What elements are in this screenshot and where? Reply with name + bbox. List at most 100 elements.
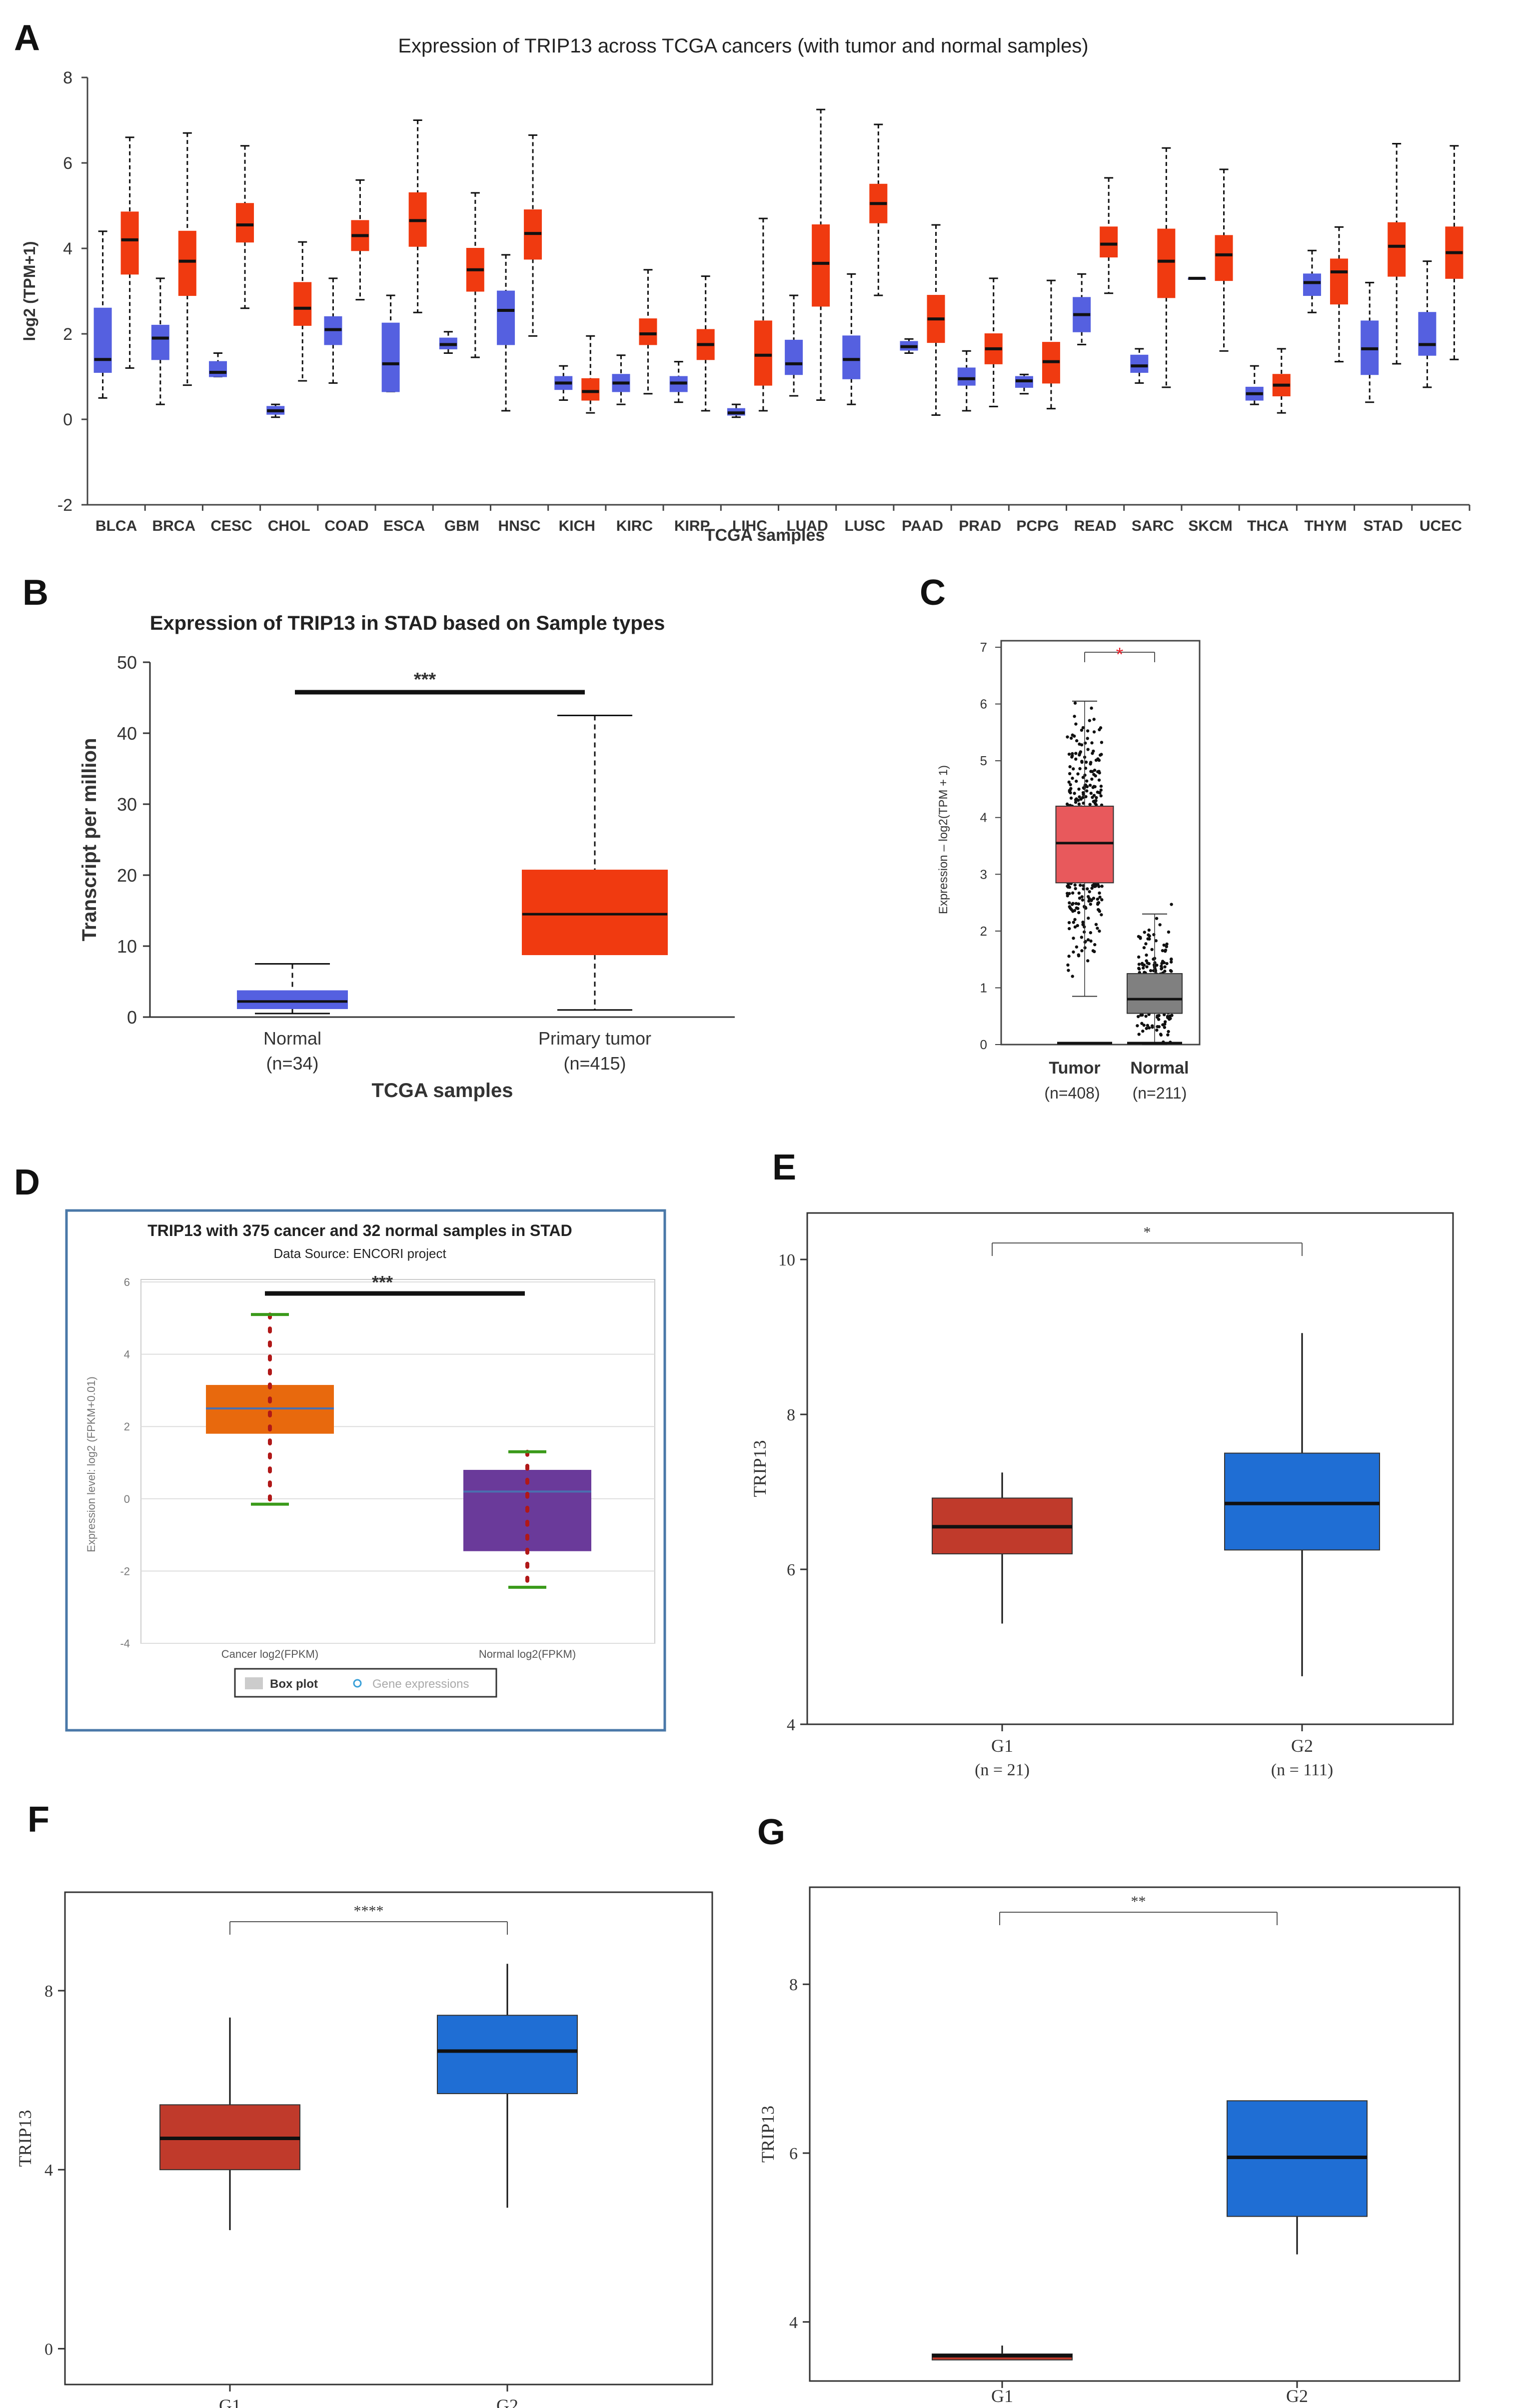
jitter-point <box>1140 1022 1144 1025</box>
jitter-point <box>1074 887 1077 891</box>
y-tick-label: 2 <box>980 924 987 939</box>
jitter-point <box>1095 796 1098 800</box>
box-normal-thym-box <box>1303 273 1321 296</box>
jitter-point <box>1145 959 1148 963</box>
jitter-point <box>1081 920 1085 924</box>
jitter-point <box>1093 943 1097 947</box>
y-tick-label: 6 <box>787 1561 795 1579</box>
jitter-point <box>1150 948 1154 951</box>
jitter-point <box>1085 779 1089 783</box>
x-tick-label: LUAD <box>786 518 828 534</box>
jitter-point <box>1072 950 1075 954</box>
jitter-point <box>1092 785 1096 788</box>
y-tick-label: 8 <box>44 1982 53 2001</box>
x-tick-label: UCEC <box>1420 518 1462 534</box>
jitter-point <box>1075 779 1078 783</box>
chart-title: TRIP13 with 375 cancer and 32 normal sam… <box>147 1221 572 1239</box>
jitter-point <box>1080 728 1084 732</box>
jitter-point <box>1096 897 1100 901</box>
jitter-point <box>1099 794 1103 798</box>
jitter-point <box>1100 741 1104 744</box>
box-tumor-stad-box <box>1388 222 1406 277</box>
jitter-point <box>1086 959 1090 963</box>
box-tumor-blca-box <box>120 211 139 275</box>
x-tick-label: PAAD <box>902 518 943 534</box>
jitter-point <box>1144 1015 1148 1018</box>
jitter-point <box>1074 722 1078 726</box>
sample-count: (n=408) <box>1044 1084 1100 1102</box>
y-tick-label: 20 <box>117 865 137 886</box>
jitter-point <box>1073 925 1077 929</box>
jitter-point <box>1160 967 1163 971</box>
jitter-point <box>1090 706 1093 710</box>
significance-label: * <box>1116 644 1124 665</box>
jitter-point <box>1067 921 1071 925</box>
jitter-point <box>1082 884 1085 888</box>
box-tumor-skcm-box <box>1215 235 1233 281</box>
x-tick-label: Tumor <box>1049 1059 1100 1078</box>
jitter-point <box>1096 757 1100 761</box>
y-tick-label: 2 <box>63 325 72 344</box>
panel-label-f: F <box>27 1800 49 1840</box>
jitter-point <box>1096 790 1100 794</box>
jitter-point <box>1077 911 1081 915</box>
panel-label-a: A <box>14 18 40 58</box>
chart-subtitle: Data Source: ENCORI project <box>273 1246 446 1261</box>
x-tick-label: PRAD <box>959 518 1001 534</box>
y-tick-label: 7 <box>980 640 987 655</box>
jitter-point <box>1094 774 1097 778</box>
jitter-point <box>1100 913 1103 917</box>
jitter-point <box>1077 891 1081 895</box>
jitter-point <box>1137 955 1141 959</box>
jitter-point <box>1091 884 1095 887</box>
y-axis-label: TRIP13 <box>750 1440 770 1497</box>
x-tick-label: BRCA <box>152 518 195 534</box>
y-tick-label: 4 <box>44 2161 53 2180</box>
jitter-point <box>1069 783 1072 787</box>
panel-label-e: E <box>772 1148 796 1188</box>
jitter-point <box>1096 901 1100 905</box>
x-tick-label: Normal <box>1130 1059 1189 1078</box>
box-normal-brca-box <box>151 324 169 360</box>
jitter-point <box>1170 958 1173 961</box>
jitter-point <box>1081 726 1085 730</box>
x-tick-label: G2 <box>1291 1736 1313 1756</box>
jitter-point <box>1167 930 1171 934</box>
x-tick-label: Normal <box>263 1028 321 1049</box>
jitter-point <box>1067 752 1071 756</box>
legend-gene-label: Gene expressions <box>372 1677 469 1691</box>
y-tick-label: 4 <box>789 2314 798 2332</box>
y-tick-label: 6 <box>124 1276 130 1288</box>
jitter-point <box>1100 885 1104 888</box>
x-tick-label: G1 <box>991 1736 1013 1756</box>
jitter-point <box>1162 1013 1166 1017</box>
jitter-point <box>1076 772 1080 776</box>
jitter-point <box>1137 1033 1141 1036</box>
jitter-point <box>1082 887 1085 891</box>
jitter-point <box>1072 767 1075 771</box>
jitter-point <box>1155 963 1159 967</box>
jitter-point <box>1144 942 1148 946</box>
jitter-point <box>1068 901 1071 905</box>
sample-count: (n = 21) <box>975 1761 1030 1779</box>
jitter-point <box>1156 1025 1159 1029</box>
y-tick-label: 2 <box>124 1420 130 1433</box>
y-tick-label: 8 <box>789 1976 798 1994</box>
jitter-point <box>1081 796 1085 799</box>
x-tick-label: HNSC <box>498 518 541 534</box>
box-normal-box <box>237 990 348 1009</box>
x-tick-label: G1 <box>991 2386 1013 2406</box>
jitter-point <box>1162 943 1166 947</box>
jitter-point <box>1099 784 1103 788</box>
jitter-point <box>1092 730 1096 734</box>
legend-gene-swatch <box>353 1679 362 1688</box>
plot-frame <box>809 1886 1461 2382</box>
x-tick-label: THCA <box>1247 518 1289 534</box>
sample-count: (n=211) <box>1133 1084 1187 1102</box>
jitter-point <box>1082 930 1086 934</box>
x-axis-label: TCGA samples <box>371 1080 513 1102</box>
jitter-point <box>1147 933 1150 937</box>
sample-count: (n = 111) <box>1271 1761 1333 1779</box>
jitter-point <box>1084 760 1088 764</box>
box-g2-box <box>437 2015 578 2094</box>
